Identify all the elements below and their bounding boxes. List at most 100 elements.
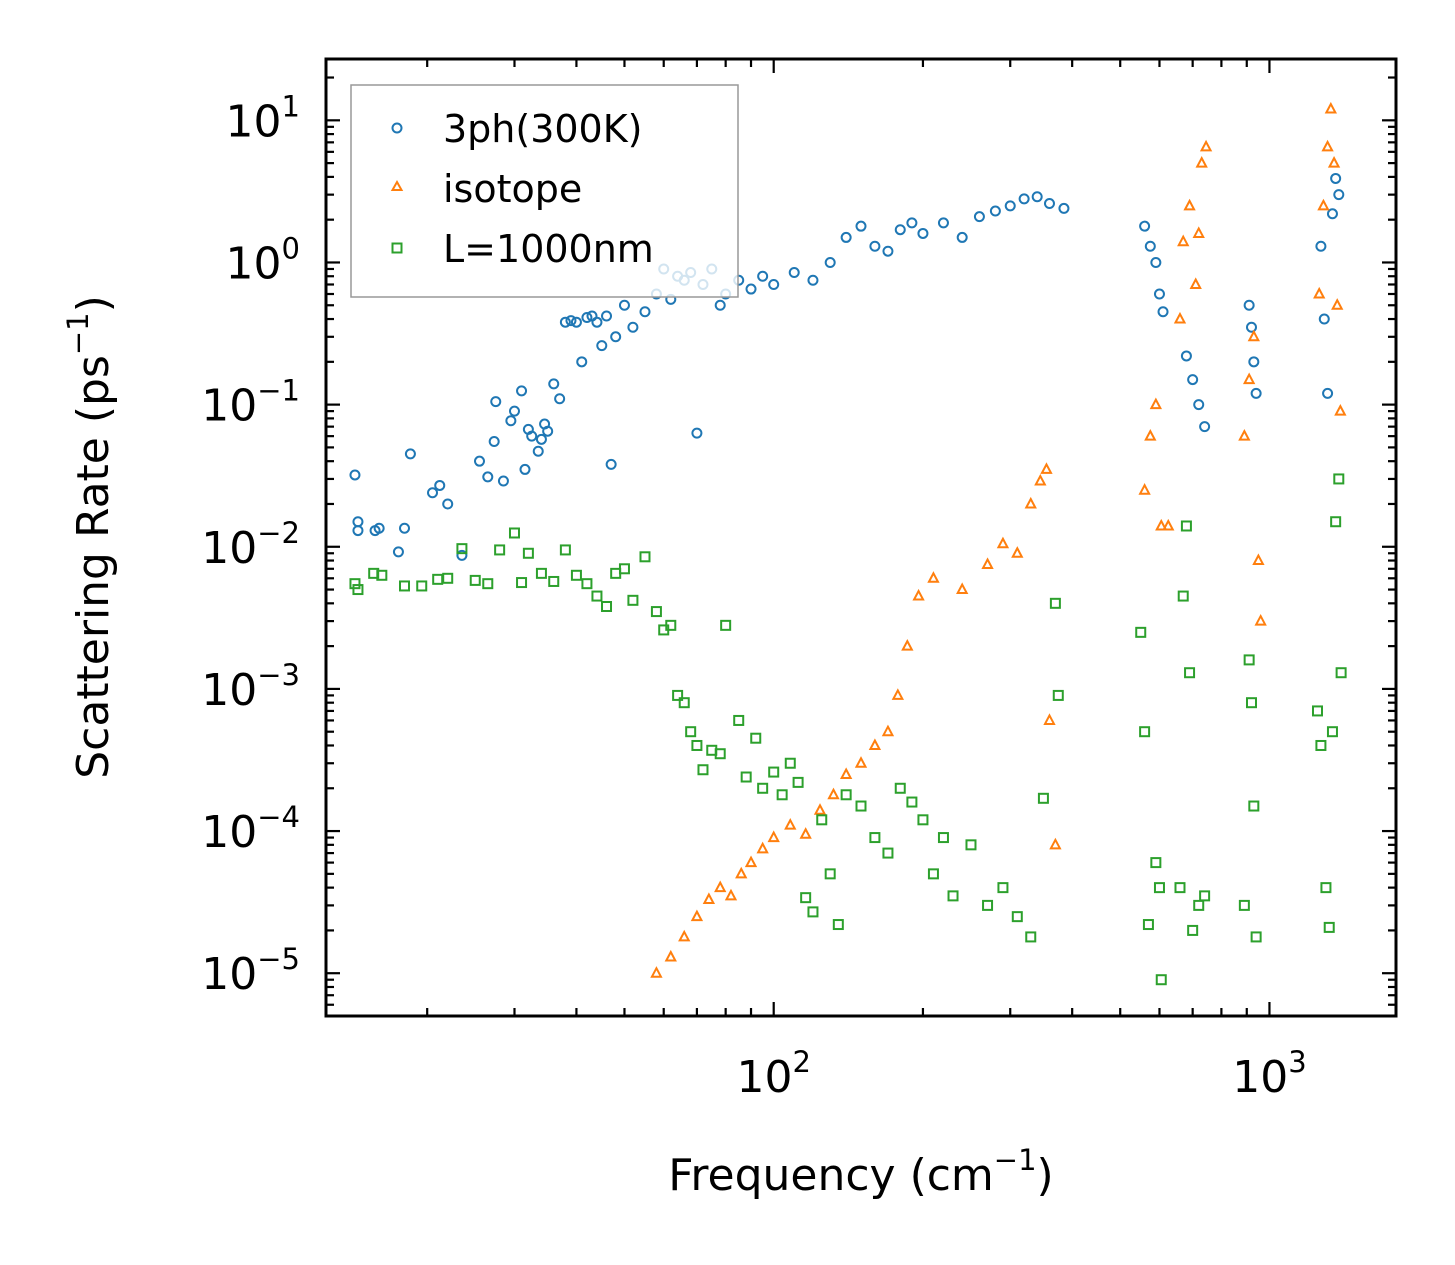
data-point-triangle [868, 738, 882, 750]
data-point-square [1311, 705, 1323, 717]
data-point-square [816, 814, 828, 826]
data-point-square [1315, 739, 1327, 751]
data-point-square [740, 771, 752, 783]
data-point-circle [434, 479, 446, 491]
data-point-circle [627, 321, 639, 333]
data-point-square [535, 567, 547, 579]
data-point-square [610, 567, 622, 579]
data-point-circle [1139, 220, 1151, 232]
data-point-triangle [784, 818, 797, 830]
data-point-square [714, 748, 726, 760]
data-point-square [757, 782, 769, 794]
data-point-triangle [839, 767, 853, 779]
data-point-circle [788, 266, 800, 278]
data-point-square [917, 814, 929, 826]
data-point-circle [456, 549, 468, 561]
data-point-triangle [956, 582, 969, 595]
data-point-circle [404, 448, 416, 460]
data-point-triangle [1334, 403, 1347, 416]
data-point-square [665, 619, 677, 631]
data-point-square [349, 578, 361, 590]
data-point-square [1174, 882, 1186, 894]
legend-box [350, 84, 739, 298]
data-point-square [570, 569, 582, 581]
data-point-square [1199, 890, 1211, 902]
series-l-1000nm [349, 473, 1347, 986]
data-point-square [1330, 516, 1342, 528]
data-point-square [516, 577, 528, 589]
data-point-triangle [678, 929, 691, 942]
data-point-square [416, 580, 428, 592]
data-point-triangle [664, 949, 677, 962]
data-point-circle [526, 430, 538, 442]
data-point-circle [554, 393, 566, 405]
data-point-circle [1248, 356, 1260, 368]
data-point-square [650, 606, 662, 618]
y-axis-title: Scattering Rate (ps−1) [61, 295, 119, 779]
data-point-circle [757, 270, 769, 282]
data-point-square [1155, 974, 1167, 986]
data-point-triangle [1043, 713, 1056, 725]
data-point-circle [1144, 240, 1156, 252]
data-point-square [1243, 654, 1255, 666]
data-point-circle [869, 240, 881, 252]
data-point-circle [768, 278, 780, 290]
data-point-triangle [1011, 546, 1024, 558]
data-point-square [1052, 689, 1064, 701]
data-point-circle [473, 455, 485, 467]
data-point-circle [1153, 288, 1165, 300]
data-point-square [1011, 911, 1023, 923]
data-point-circle [570, 316, 582, 328]
data-point-circle [349, 469, 361, 481]
data-point-square [639, 551, 651, 563]
data-point-square [627, 594, 639, 606]
data-point-square [1193, 899, 1205, 911]
data-point-circle [442, 498, 454, 510]
data-point-triangle [813, 803, 827, 815]
data-point-square [559, 544, 571, 556]
data-point-circle [1018, 193, 1030, 205]
legend-marker-circle-icon [391, 122, 403, 134]
data-point-square [927, 868, 939, 880]
data-point-triangle [1144, 429, 1157, 441]
data-point-square [1135, 626, 1147, 638]
series-3ph-300k- [349, 172, 1345, 561]
data-point-square [1335, 667, 1347, 679]
data-point-square [937, 832, 949, 844]
data-point-square [869, 832, 881, 844]
data-point-square [792, 776, 804, 788]
data-point-circle [559, 316, 571, 328]
data-point-square [965, 839, 977, 851]
data-point-square [508, 527, 520, 539]
data-point-square [1153, 882, 1165, 894]
data-point-triangle [1195, 155, 1208, 168]
y-tick-label: 10−3 [201, 658, 300, 716]
data-point-triangle [1189, 277, 1202, 289]
data-point-square [894, 782, 906, 794]
data-point-square [906, 796, 918, 808]
data-point-circle [542, 425, 554, 437]
ticks-layer [326, 59, 1396, 1016]
data-point-square [750, 732, 762, 744]
data-point-square [824, 868, 836, 880]
data-point-square [482, 578, 494, 590]
data-point-circle [807, 274, 819, 286]
data-point-circle [565, 315, 577, 327]
data-point-triangle [702, 892, 716, 905]
data-point-circle [488, 436, 500, 448]
data-point-square [697, 764, 709, 776]
data-point-triangle [1155, 518, 1168, 531]
data-point-triangle [1247, 329, 1260, 342]
data-point-circle [576, 356, 588, 368]
data-point-circle [399, 522, 411, 534]
data-point-circle [1245, 321, 1257, 333]
data-point-square [840, 789, 852, 801]
data-point-circle [490, 396, 502, 408]
data-point-circle [516, 385, 528, 397]
y-tick-label: 10−5 [201, 942, 300, 1000]
data-point-circle [1180, 350, 1192, 362]
data-point-circle [882, 245, 894, 257]
data-point-square [672, 689, 684, 701]
data-point-triangle [1321, 139, 1334, 152]
